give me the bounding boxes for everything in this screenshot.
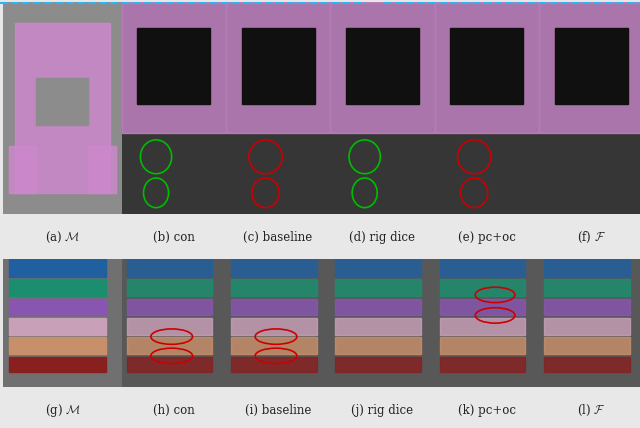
Bar bbox=[127, 357, 212, 372]
Bar bbox=[241, 27, 315, 104]
Bar bbox=[335, 299, 421, 315]
Text: (i) baseline: (i) baseline bbox=[245, 404, 311, 417]
Polygon shape bbox=[435, 2, 539, 134]
Bar bbox=[440, 357, 525, 372]
Bar bbox=[544, 337, 630, 354]
Bar bbox=[36, 78, 88, 125]
Bar bbox=[335, 337, 421, 354]
Bar bbox=[127, 259, 212, 277]
Bar bbox=[554, 27, 628, 104]
Bar bbox=[231, 299, 317, 315]
Bar bbox=[231, 337, 317, 354]
Bar bbox=[9, 318, 106, 335]
Bar bbox=[231, 357, 317, 372]
Bar bbox=[440, 337, 525, 354]
Text: (g) $\mathcal{M}$: (g) $\mathcal{M}$ bbox=[45, 402, 80, 419]
Bar bbox=[544, 259, 630, 277]
Polygon shape bbox=[122, 2, 226, 134]
Polygon shape bbox=[539, 2, 640, 134]
Bar bbox=[127, 337, 212, 354]
Text: (f) $\mathcal{F}$: (f) $\mathcal{F}$ bbox=[577, 230, 605, 245]
Text: (e) pc+oc: (e) pc+oc bbox=[458, 231, 516, 244]
Bar bbox=[544, 318, 630, 335]
Bar bbox=[9, 337, 106, 354]
Polygon shape bbox=[15, 24, 110, 193]
Bar bbox=[9, 299, 106, 315]
Bar bbox=[127, 299, 212, 315]
Bar bbox=[127, 279, 212, 296]
Bar bbox=[335, 259, 421, 277]
Bar bbox=[544, 279, 630, 296]
Bar bbox=[9, 259, 106, 277]
Bar bbox=[544, 357, 630, 372]
Text: (a) $\mathcal{M}$: (a) $\mathcal{M}$ bbox=[45, 230, 80, 245]
Bar bbox=[9, 357, 106, 372]
Bar bbox=[440, 299, 525, 315]
Text: (b) con: (b) con bbox=[153, 231, 195, 244]
Bar bbox=[335, 318, 421, 335]
Text: (l) $\mathcal{F}$: (l) $\mathcal{F}$ bbox=[577, 403, 605, 419]
Bar bbox=[450, 27, 524, 104]
Text: (k) pc+oc: (k) pc+oc bbox=[458, 404, 516, 417]
Bar bbox=[440, 259, 525, 277]
Bar bbox=[137, 27, 211, 104]
Bar bbox=[544, 299, 630, 315]
Bar bbox=[346, 27, 419, 104]
Bar bbox=[440, 279, 525, 296]
Text: (c) baseline: (c) baseline bbox=[243, 231, 313, 244]
Bar bbox=[335, 279, 421, 296]
Text: (j) rig dice: (j) rig dice bbox=[351, 404, 413, 417]
Polygon shape bbox=[226, 2, 330, 134]
Bar bbox=[231, 259, 317, 277]
Bar bbox=[231, 279, 317, 296]
Text: (d) rig dice: (d) rig dice bbox=[349, 231, 415, 244]
Bar bbox=[231, 318, 317, 335]
Polygon shape bbox=[88, 146, 116, 193]
Bar bbox=[127, 318, 212, 335]
Bar bbox=[335, 357, 421, 372]
Bar bbox=[9, 279, 106, 296]
Bar bbox=[440, 318, 525, 335]
Polygon shape bbox=[330, 2, 435, 134]
Text: (h) con: (h) con bbox=[153, 404, 195, 417]
Polygon shape bbox=[9, 146, 36, 193]
